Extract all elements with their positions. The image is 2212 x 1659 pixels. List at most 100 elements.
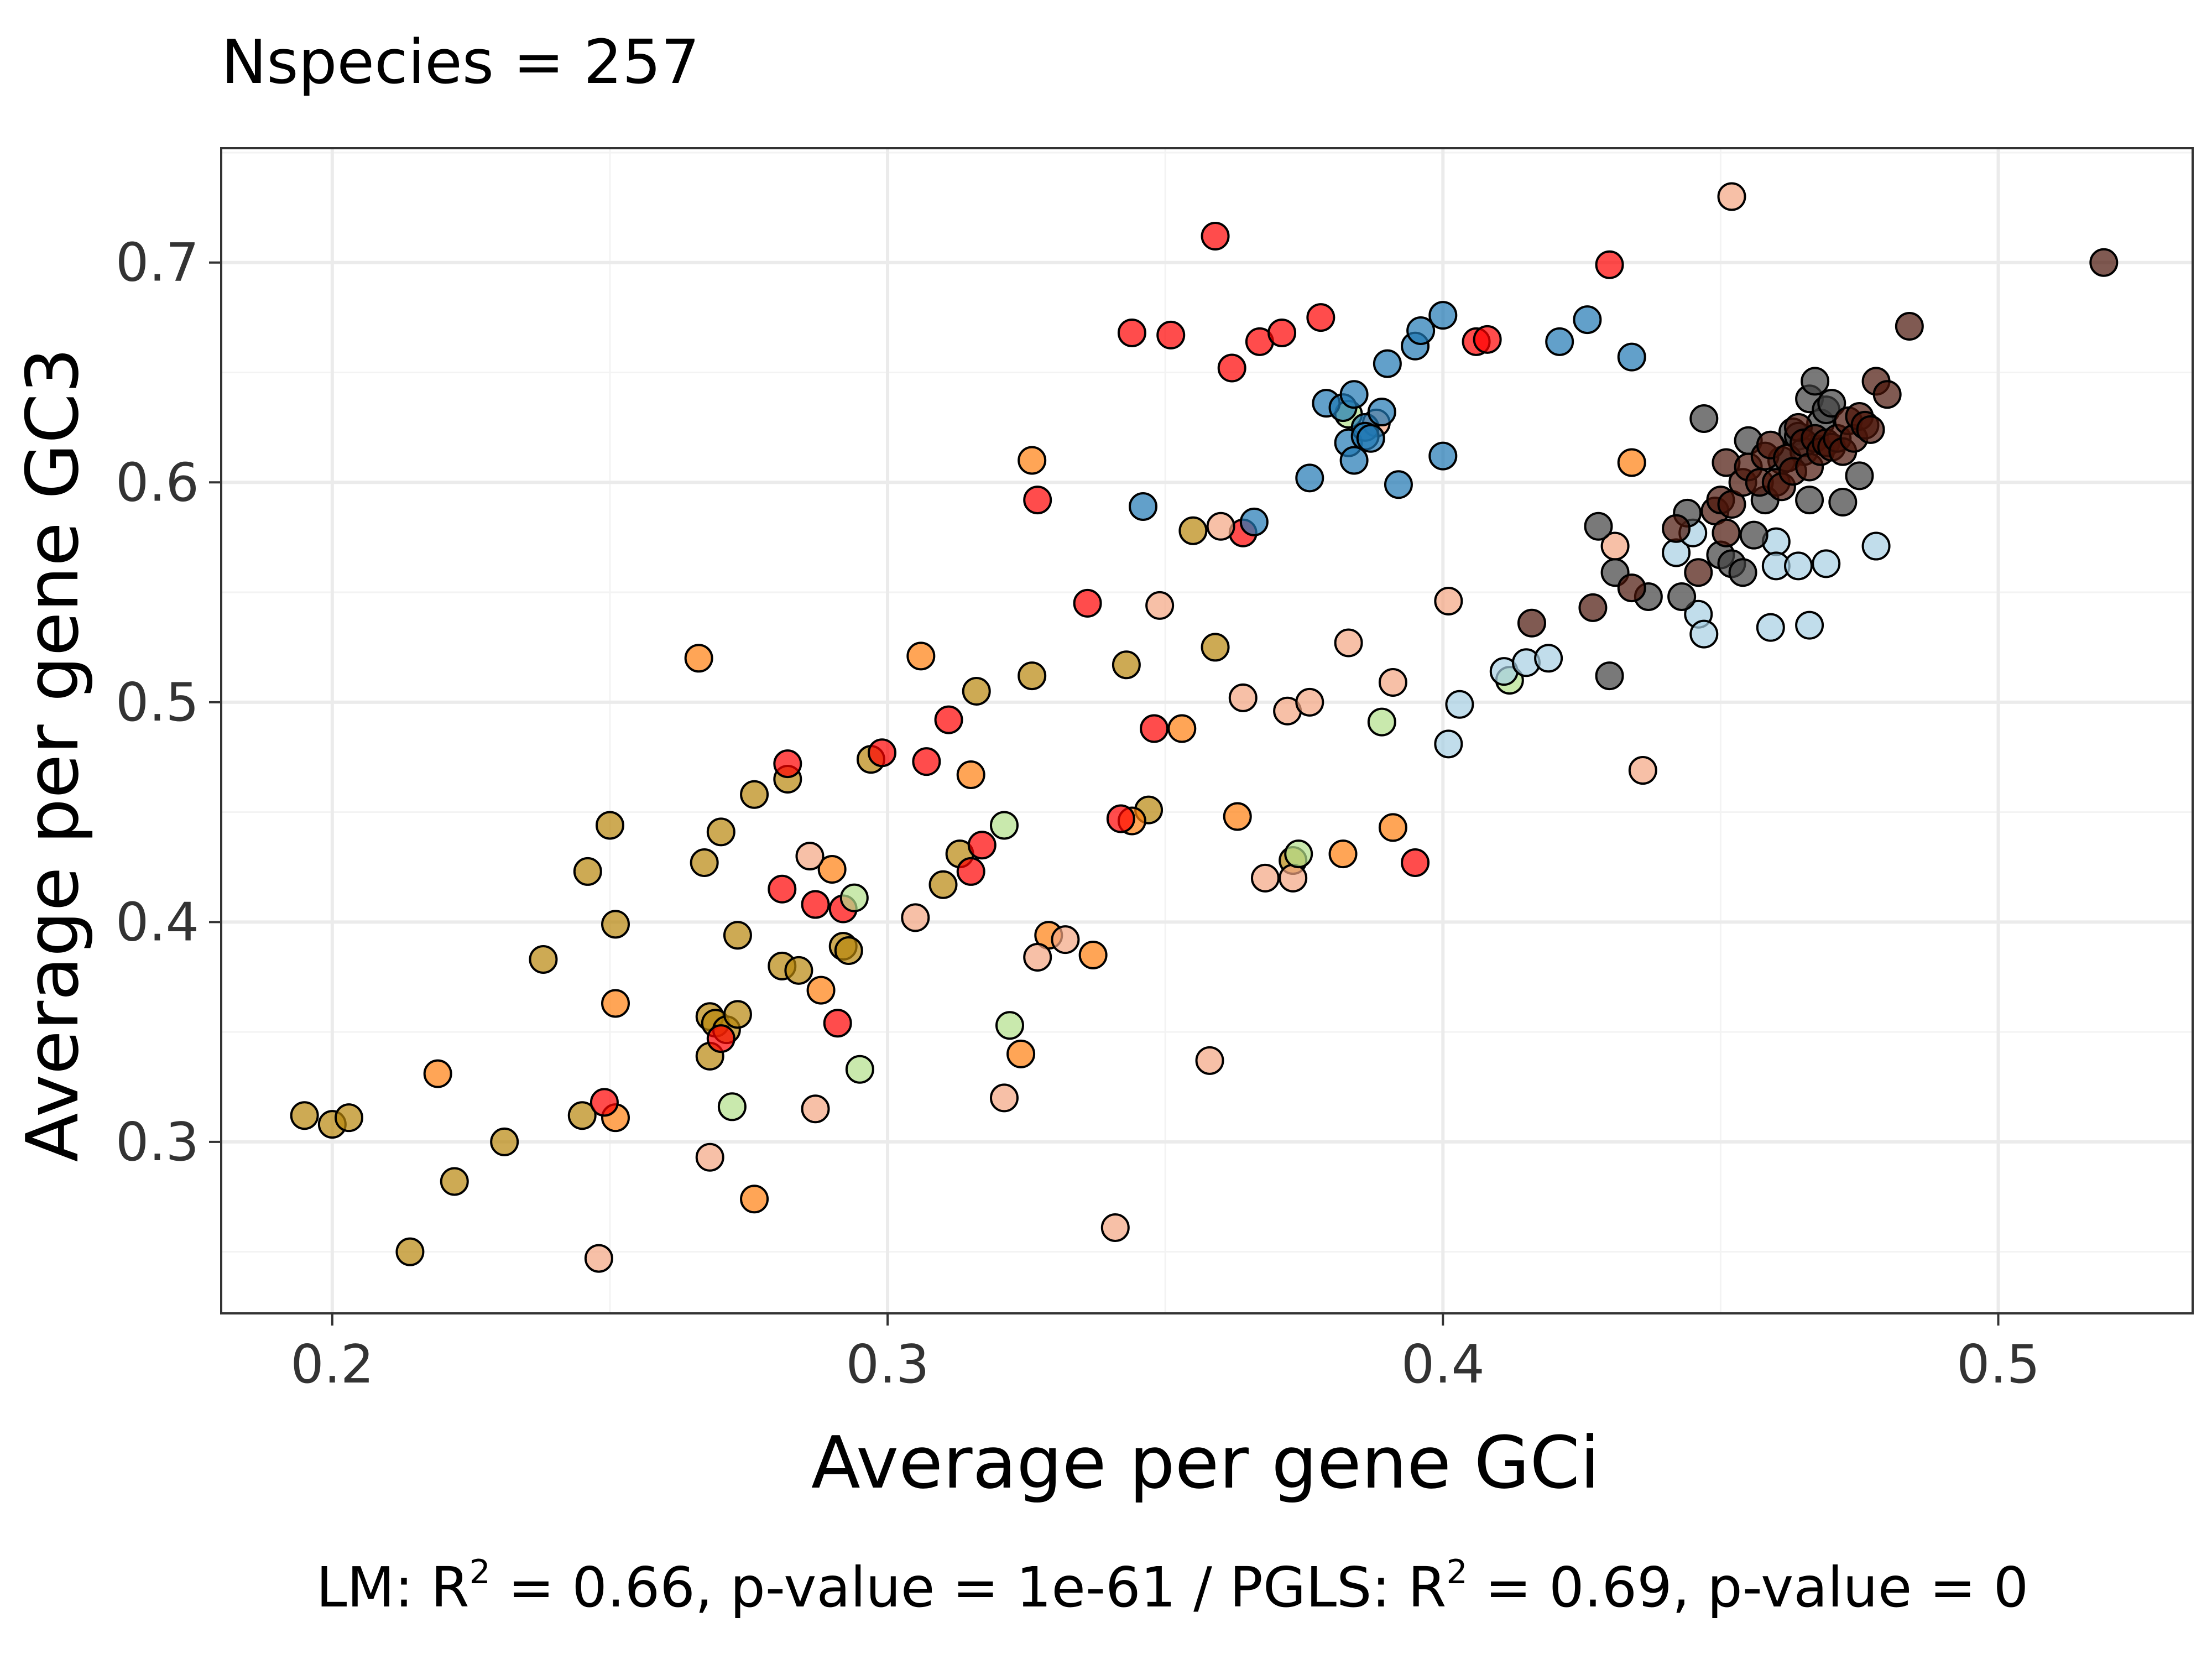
x-axis-ticks: 0.2 0.3 0.4 0.5 (290, 1313, 2040, 1395)
data-point (1617, 573, 1646, 603)
data-point (1861, 531, 1891, 561)
data-point (989, 1083, 1019, 1113)
data-point (1328, 839, 1358, 869)
data-point (1018, 446, 1047, 475)
data-point (1445, 690, 1474, 719)
data-point (1428, 441, 1458, 471)
data-point (1895, 312, 1924, 341)
data-point (1689, 619, 1719, 649)
data-point (962, 676, 991, 706)
data-point (740, 1185, 769, 1214)
caption-superscript-2: 2 (1447, 1553, 1468, 1592)
y-tick-label: 0.5 (116, 672, 199, 733)
data-point (956, 857, 985, 886)
data-point (1018, 661, 1047, 691)
caption-pgls-rest: = 0.69, p-value = 0 (1468, 1555, 2029, 1620)
data-point (995, 1011, 1024, 1040)
data-point (1856, 415, 1885, 444)
data-point (1295, 687, 1324, 717)
data-point (1178, 516, 1208, 545)
data-point (717, 1092, 747, 1121)
data-point (817, 854, 847, 884)
data-point (1795, 486, 1824, 515)
data-point (1828, 488, 1858, 517)
x-tick-label: 0.4 (1401, 1334, 1485, 1395)
data-point (1428, 301, 1458, 330)
data-point (956, 760, 985, 790)
data-point (1628, 756, 1657, 785)
data-point (1584, 512, 1613, 541)
data-point (395, 1237, 425, 1266)
data-point (795, 842, 825, 871)
data-point (2089, 248, 2119, 277)
data-point (706, 817, 735, 847)
data-point (1279, 863, 1308, 893)
data-point (1356, 424, 1385, 453)
data-point (1129, 492, 1158, 521)
data-point (1334, 628, 1363, 658)
data-point (723, 1000, 752, 1029)
chart-title: Nspecies = 257 (221, 27, 700, 97)
y-tick-label: 0.4 (116, 892, 199, 953)
data-point (1595, 250, 1624, 279)
data-point (706, 1024, 735, 1053)
data-point (1284, 839, 1313, 869)
data-point (967, 831, 997, 860)
data-point (723, 921, 752, 950)
data-point (823, 1009, 852, 1038)
caption-superscript-1: 2 (469, 1553, 491, 1592)
data-point (1217, 353, 1246, 383)
data-point (773, 749, 802, 779)
data-point (1517, 608, 1546, 638)
data-point (1795, 611, 1824, 640)
data-point (806, 975, 836, 1005)
stats-caption: LM: R2 = 0.66, p-value = 1e-61 / PGLS: R… (316, 1553, 2029, 1620)
x-axis-title: Average per gene GCi (811, 1421, 1600, 1505)
data-point (1384, 470, 1413, 499)
data-point (1545, 327, 1574, 356)
data-point (1373, 349, 1402, 378)
data-point (1306, 303, 1335, 332)
data-point (1250, 863, 1280, 893)
data-point (1434, 586, 1463, 615)
data-point (1378, 668, 1407, 697)
data-point (1406, 316, 1436, 345)
data-point (1100, 1213, 1130, 1242)
data-point (1339, 380, 1369, 409)
data-point (845, 1055, 874, 1084)
data-point (1684, 558, 1713, 587)
data-point (290, 1101, 319, 1130)
data-point (573, 857, 602, 886)
y-tick-label: 0.3 (116, 1112, 199, 1173)
data-point (1023, 942, 1052, 972)
y-tick-label: 0.7 (116, 233, 199, 294)
data-point (1801, 367, 1830, 396)
data-point (1595, 661, 1624, 691)
data-point (740, 780, 769, 809)
data-point (690, 848, 719, 878)
y-axis-title: Average per gene GC3 (11, 348, 95, 1162)
plot-panel-border (220, 147, 2194, 1314)
y-tick-label: 0.6 (116, 452, 199, 513)
data-point (423, 1059, 452, 1088)
data-point (1195, 1046, 1224, 1075)
data-point (1712, 518, 1741, 547)
data-point (1662, 514, 1691, 543)
data-point (1339, 446, 1369, 475)
data-point (1112, 650, 1141, 680)
data-point (1367, 398, 1396, 427)
x-tick-label: 0.5 (1957, 1334, 2040, 1395)
data-point (801, 1094, 830, 1124)
data-point (529, 945, 558, 974)
data-point (334, 1103, 363, 1133)
data-point (1784, 551, 1813, 581)
caption-lm: LM: R (316, 1555, 469, 1620)
data-point (695, 1142, 724, 1172)
data-point (1267, 318, 1297, 347)
caption-lm-rest: = 0.66, p-value = 1e-61 / PGLS: R (491, 1555, 1447, 1620)
data-point (1845, 461, 1874, 491)
data-point (567, 1101, 597, 1130)
data-point (1717, 182, 1746, 211)
